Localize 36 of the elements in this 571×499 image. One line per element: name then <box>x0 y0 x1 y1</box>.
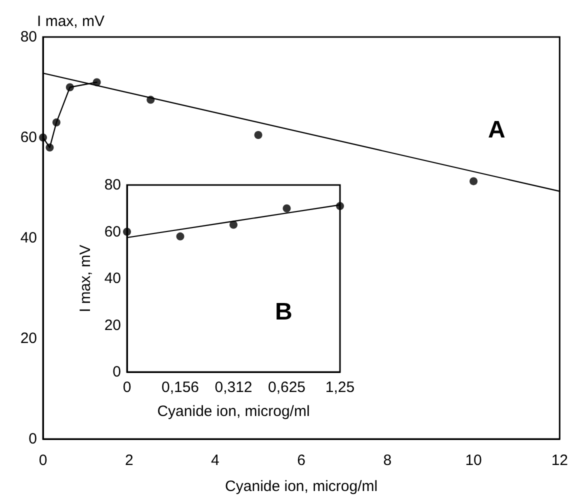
point <box>470 177 478 186</box>
x-tick-label: 0,156 <box>161 379 200 396</box>
point <box>230 220 238 229</box>
x-tick-label: 6 <box>297 452 306 469</box>
y-tick-label: 20 <box>104 316 121 334</box>
y-tick-label: 0 <box>112 364 121 380</box>
point <box>282 204 291 212</box>
x-tick-label: 0 <box>38 452 48 469</box>
y-tick-label: 0 <box>28 430 37 448</box>
x-tick-label: 0 <box>122 379 132 396</box>
annotation: B <box>275 298 292 326</box>
x-tick-label: 4 <box>211 452 220 469</box>
x-tick-label: 8 <box>383 452 392 469</box>
y-tick-label: 60 <box>20 129 37 146</box>
x-tick-label: 1,25 <box>325 379 355 396</box>
point <box>336 202 344 210</box>
x-axis-title: Cyanide ion, microg/ml <box>157 403 310 420</box>
annotation: A <box>488 116 506 144</box>
point <box>176 232 184 240</box>
y-tick-label: 80 <box>20 28 37 46</box>
x-tick-label: 10 <box>465 452 482 469</box>
y-tick-label: 20 <box>20 330 37 347</box>
x-tick-label: 0,625 <box>268 379 306 396</box>
y-axis-title: I max, mV <box>77 244 94 312</box>
y-tick-label: 80 <box>104 176 121 194</box>
y-axis-title: I max, mV <box>37 13 105 30</box>
x-tick-label: 0,312 <box>214 379 252 396</box>
x-tick-label: 2 <box>124 452 134 469</box>
x-tick-label: 12 <box>551 452 568 469</box>
x-axis-title: Cyanide ion, microg/ml <box>225 478 378 495</box>
y-tick-label: 60 <box>104 223 121 240</box>
point <box>39 134 47 142</box>
y-tick-label: 40 <box>104 270 121 287</box>
point <box>254 130 262 139</box>
y-tick-label: 40 <box>20 230 37 246</box>
point <box>123 228 131 236</box>
